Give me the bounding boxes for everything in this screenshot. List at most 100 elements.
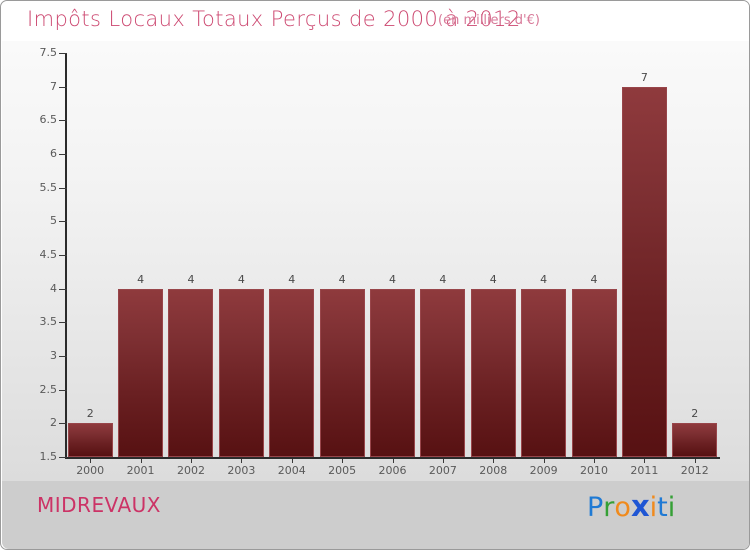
bar-2011[interactable] xyxy=(621,86,667,457)
x-axis-tick xyxy=(644,459,646,463)
bar-value-label: 4 xyxy=(540,272,548,286)
bar-2001[interactable] xyxy=(118,288,164,457)
bar-2005[interactable] xyxy=(319,288,365,457)
y-axis-label-wrap: 4.5 xyxy=(2,248,58,261)
x-axis-label-2000: 2000 xyxy=(76,464,105,477)
x-axis-tick xyxy=(594,459,596,463)
x-axis-tick xyxy=(694,459,696,463)
bar-2007[interactable] xyxy=(420,288,466,457)
bar-2010[interactable] xyxy=(571,288,617,457)
y-axis-label-wrap: 2.5 xyxy=(2,383,58,396)
x-axis-label-2012: 2012 xyxy=(680,464,709,477)
y-axis-label-wrap: 3.5 xyxy=(2,315,58,328)
bar-2004[interactable] xyxy=(269,288,315,457)
bar-value-label: 4 xyxy=(237,272,245,286)
y-axis-tick xyxy=(59,86,67,88)
bar-2008[interactable] xyxy=(470,288,516,457)
logo-letter-6: i xyxy=(667,492,676,523)
bar-2000[interactable] xyxy=(67,423,113,457)
y-axis-tick xyxy=(59,154,67,155)
x-axis-tick xyxy=(543,459,545,463)
x-axis-tick xyxy=(241,459,243,463)
x-axis-label-2007: 2007 xyxy=(428,464,457,477)
x-axis-label-2010: 2010 xyxy=(580,464,609,477)
x-axis-label-2004: 2004 xyxy=(277,464,306,477)
page-title: Impôts Locaux Totaux Perçus de 2000 à 20… xyxy=(27,7,521,31)
y-axis-tick xyxy=(59,120,67,122)
x-axis-tick xyxy=(442,459,444,463)
bar-value-label: 4 xyxy=(389,272,396,286)
x-axis-label-2005: 2005 xyxy=(328,464,357,477)
bar-value-label: 4 xyxy=(288,272,296,286)
y-axis-label: 1.5 xyxy=(39,450,58,463)
y-axis-line xyxy=(65,53,67,459)
bar-2009[interactable] xyxy=(521,288,567,457)
y-axis-label: 3.5 xyxy=(39,315,58,329)
y-axis-tick xyxy=(59,322,67,324)
proxiti-logo[interactable]: Proxiti xyxy=(587,489,675,523)
bar-value-label: 4 xyxy=(439,272,447,286)
bar-value-label: 4 xyxy=(489,272,497,286)
y-axis-tick xyxy=(59,255,67,256)
y-axis-label-wrap: 4 xyxy=(2,282,57,295)
y-axis-label: 4.5 xyxy=(39,248,58,261)
x-axis-label-2003: 2003 xyxy=(227,464,256,477)
bar-2006[interactable] xyxy=(370,288,415,457)
logo-letter-5: t xyxy=(657,492,668,523)
y-axis-tick xyxy=(59,53,67,54)
x-axis-tick xyxy=(392,459,394,463)
y-axis-tick xyxy=(59,457,67,458)
logo-letter-0: P xyxy=(587,492,604,523)
chart-subtitle: (en milliers d'€) xyxy=(438,13,540,28)
x-axis-tick xyxy=(291,459,293,463)
y-axis-label: 7.5 xyxy=(39,46,58,59)
plot-area: 1.5 2 2.5 3 3.5 4 4.5 5 5.5 6 6.5 7 7.5 2000 2001 2002… xyxy=(2,41,749,481)
bar-value-label: 4 xyxy=(590,272,598,286)
y-axis-label: 4 xyxy=(50,281,57,295)
x-axis-label-2011: 2011 xyxy=(630,464,659,477)
y-axis-tick xyxy=(59,356,67,357)
y-axis-label: 3 xyxy=(50,349,57,362)
bar-value-label: 4 xyxy=(338,272,346,286)
y-axis-label-wrap: 2 xyxy=(2,416,57,429)
y-axis-label-wrap: 3 xyxy=(2,349,57,362)
y-axis-label: 5.5 xyxy=(39,180,58,194)
x-axis-label-2002: 2002 xyxy=(176,464,205,477)
x-axis-tick xyxy=(342,459,344,463)
y-axis-label: 2.5 xyxy=(39,382,58,396)
x-axis-tick xyxy=(140,459,142,463)
y-axis-label: 6.5 xyxy=(39,113,58,127)
x-axis-tick xyxy=(493,459,495,463)
y-axis-label-wrap: 5 xyxy=(2,214,57,227)
bar-value-label: 7 xyxy=(640,70,648,84)
y-axis-label: 2 xyxy=(50,416,57,430)
bar-2002[interactable] xyxy=(168,288,214,457)
y-axis-label: 5 xyxy=(50,214,57,228)
footer-bar: MIDREVAUX Proxiti xyxy=(2,481,749,549)
bar-value-label: 2 xyxy=(86,407,94,421)
bar-value-label: 2 xyxy=(691,407,699,421)
x-axis-label-2008: 2008 xyxy=(479,464,508,477)
y-axis-label: 6 xyxy=(50,147,57,160)
y-axis-tick xyxy=(59,389,67,391)
y-axis-label-wrap: 1.5 xyxy=(2,450,58,463)
logo-letter-4: i xyxy=(649,492,658,523)
y-axis-label-wrap: 5.5 xyxy=(2,181,58,194)
x-axis-label-2001: 2001 xyxy=(126,464,155,477)
bar-value-label: 4 xyxy=(187,272,195,286)
x-axis-label-2006: 2006 xyxy=(378,464,407,477)
bar-2012[interactable] xyxy=(672,423,718,457)
y-axis-label-wrap: 7 xyxy=(2,80,57,93)
bar-2003[interactable] xyxy=(218,288,264,457)
x-axis-tick xyxy=(190,459,192,463)
logo-letter-2: o xyxy=(614,492,631,523)
logo-letter-1: r xyxy=(603,492,615,523)
commune-name: MIDREVAUX xyxy=(37,493,162,517)
y-axis-tick xyxy=(59,423,67,425)
y-axis-label-wrap: 6 xyxy=(2,147,57,160)
x-axis-line xyxy=(65,457,720,459)
y-axis-tick xyxy=(59,221,67,223)
logo-letter-3: x xyxy=(630,489,650,523)
x-axis-tick xyxy=(90,459,92,463)
